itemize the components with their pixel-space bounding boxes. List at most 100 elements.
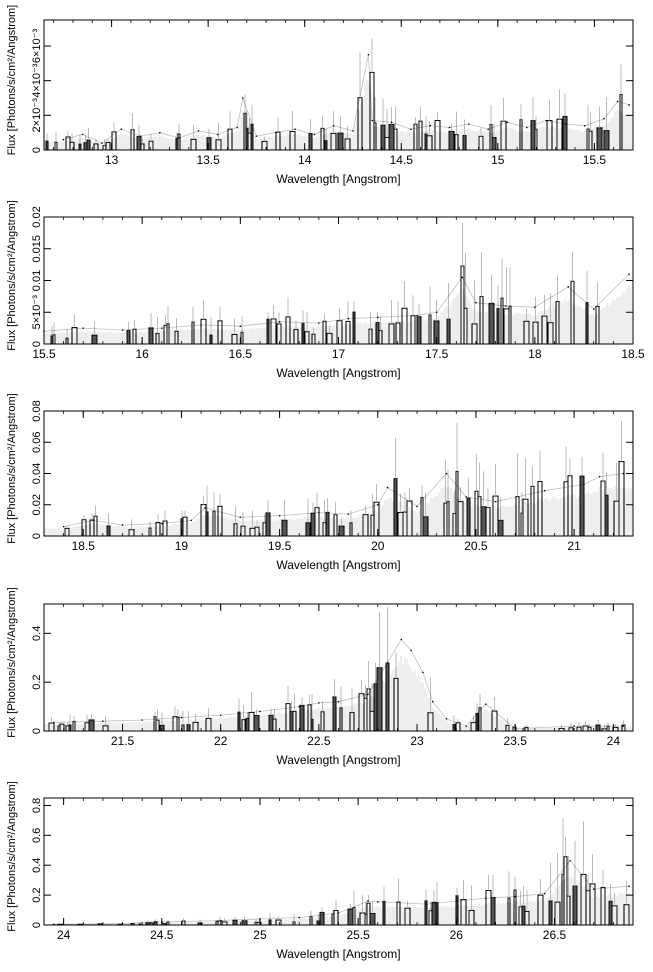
data-bin xyxy=(462,135,467,151)
data-bin xyxy=(333,514,338,537)
data-bin xyxy=(333,910,339,926)
y-tick-label: 0.08 xyxy=(31,400,43,421)
x-tick-label: 20.5 xyxy=(464,539,488,553)
x-tick-label: 19 xyxy=(175,539,189,553)
data-bin xyxy=(446,500,450,537)
data-bin xyxy=(217,505,223,537)
data-bin xyxy=(508,305,512,345)
plot-frame xyxy=(43,216,634,345)
data-bins xyxy=(64,421,625,537)
data-bin xyxy=(345,320,351,345)
data-bin xyxy=(497,519,504,537)
data-point xyxy=(352,130,354,132)
x-tick-label: 24.5 xyxy=(150,928,174,942)
y-tick-label: 0.4 xyxy=(31,858,43,873)
data-bin xyxy=(69,141,75,151)
data-bin xyxy=(382,900,386,926)
data-point xyxy=(445,717,448,720)
data-bin xyxy=(454,134,459,151)
data-point xyxy=(429,124,432,127)
data-bin xyxy=(186,724,191,732)
data-point xyxy=(386,486,389,489)
data-point xyxy=(82,327,85,329)
data-point xyxy=(367,53,370,56)
x-tick-label: 13.5 xyxy=(196,153,220,167)
panel-5: 24 24.5 25 25.5 26 26.5 0 0.2 0.4 0.6 0.8 Wavelengt… xyxy=(6,781,634,961)
y-tick-label: 0.015 xyxy=(31,235,43,263)
data-point xyxy=(583,124,586,127)
data-point xyxy=(274,131,277,134)
data-point xyxy=(543,489,546,492)
data-point xyxy=(236,126,238,129)
data-point xyxy=(416,314,418,317)
data-bin xyxy=(452,723,456,732)
y-axis-title: Flux [Photons/s/cm²/Angstrom] xyxy=(6,200,18,350)
data-bin xyxy=(393,478,398,537)
data-point xyxy=(318,511,320,514)
data-bin xyxy=(89,519,95,537)
data-point xyxy=(81,133,84,136)
data-point xyxy=(525,126,528,129)
y-tick-label: 6×10⁻³ xyxy=(31,29,43,64)
data-bin xyxy=(311,333,316,345)
y-tick-label: 0.01 xyxy=(31,270,43,291)
x-tick-label: 19.5 xyxy=(268,539,292,553)
data-bin xyxy=(319,911,325,926)
data-point xyxy=(159,131,161,134)
data-point xyxy=(543,892,546,895)
data-point xyxy=(564,123,567,125)
data-point xyxy=(628,885,630,887)
x-tick-label: 24 xyxy=(57,928,71,942)
data-bin xyxy=(485,507,491,537)
data-bin xyxy=(416,316,422,345)
data-bin xyxy=(357,97,363,151)
y-tick-label: 4×10⁻³ xyxy=(31,63,43,98)
data-point xyxy=(628,273,630,275)
data-bin xyxy=(596,127,603,151)
model-envelope xyxy=(44,485,632,536)
data-bin xyxy=(431,901,437,926)
x-tick-label: 15.5 xyxy=(32,347,56,361)
data-bin xyxy=(448,130,455,151)
data-bin xyxy=(563,481,569,537)
data-bin xyxy=(488,302,495,345)
data-bin xyxy=(515,496,520,537)
x-tick-label: 15.5 xyxy=(583,153,607,167)
data-point xyxy=(431,700,434,703)
x-tick-label: 24 xyxy=(607,734,621,748)
data-bin xyxy=(155,332,160,345)
x-tick-label: 14 xyxy=(298,153,312,167)
y-tick-label: 0.06 xyxy=(31,432,43,453)
data-bin xyxy=(52,334,56,345)
data-point xyxy=(62,525,65,528)
series-line xyxy=(63,54,630,144)
data-bin xyxy=(299,704,305,732)
data-bin xyxy=(292,710,297,732)
data-point xyxy=(161,327,163,329)
data-point xyxy=(139,135,142,137)
data-point xyxy=(400,638,403,641)
data-bin xyxy=(491,137,497,151)
x-tick-label: 26.5 xyxy=(543,928,567,942)
data-point xyxy=(242,97,244,99)
data-bin xyxy=(567,475,573,537)
y-axis-title: Flux [Photons/s/cm²/Angstrom] xyxy=(6,5,18,155)
data-bin xyxy=(352,907,356,926)
data-bin xyxy=(174,330,179,345)
data-bin xyxy=(393,128,398,151)
data-point xyxy=(121,329,124,331)
data-bin xyxy=(268,714,274,732)
x-axis-title: Wavelength [Angstrom] xyxy=(276,947,400,961)
data-bin xyxy=(301,322,305,345)
data-point xyxy=(567,286,570,288)
data-point xyxy=(573,725,575,727)
x-axis-title: Wavelength [Angstrom] xyxy=(276,172,400,186)
data-bin xyxy=(106,525,111,537)
data-bin xyxy=(585,890,591,926)
x-tick-label: 15 xyxy=(491,153,505,167)
y-tick-label: 0 xyxy=(31,922,43,928)
data-point xyxy=(484,897,487,899)
data-point xyxy=(298,705,301,708)
y-tick-label: 0.2 xyxy=(31,887,43,902)
data-bin xyxy=(369,913,376,926)
